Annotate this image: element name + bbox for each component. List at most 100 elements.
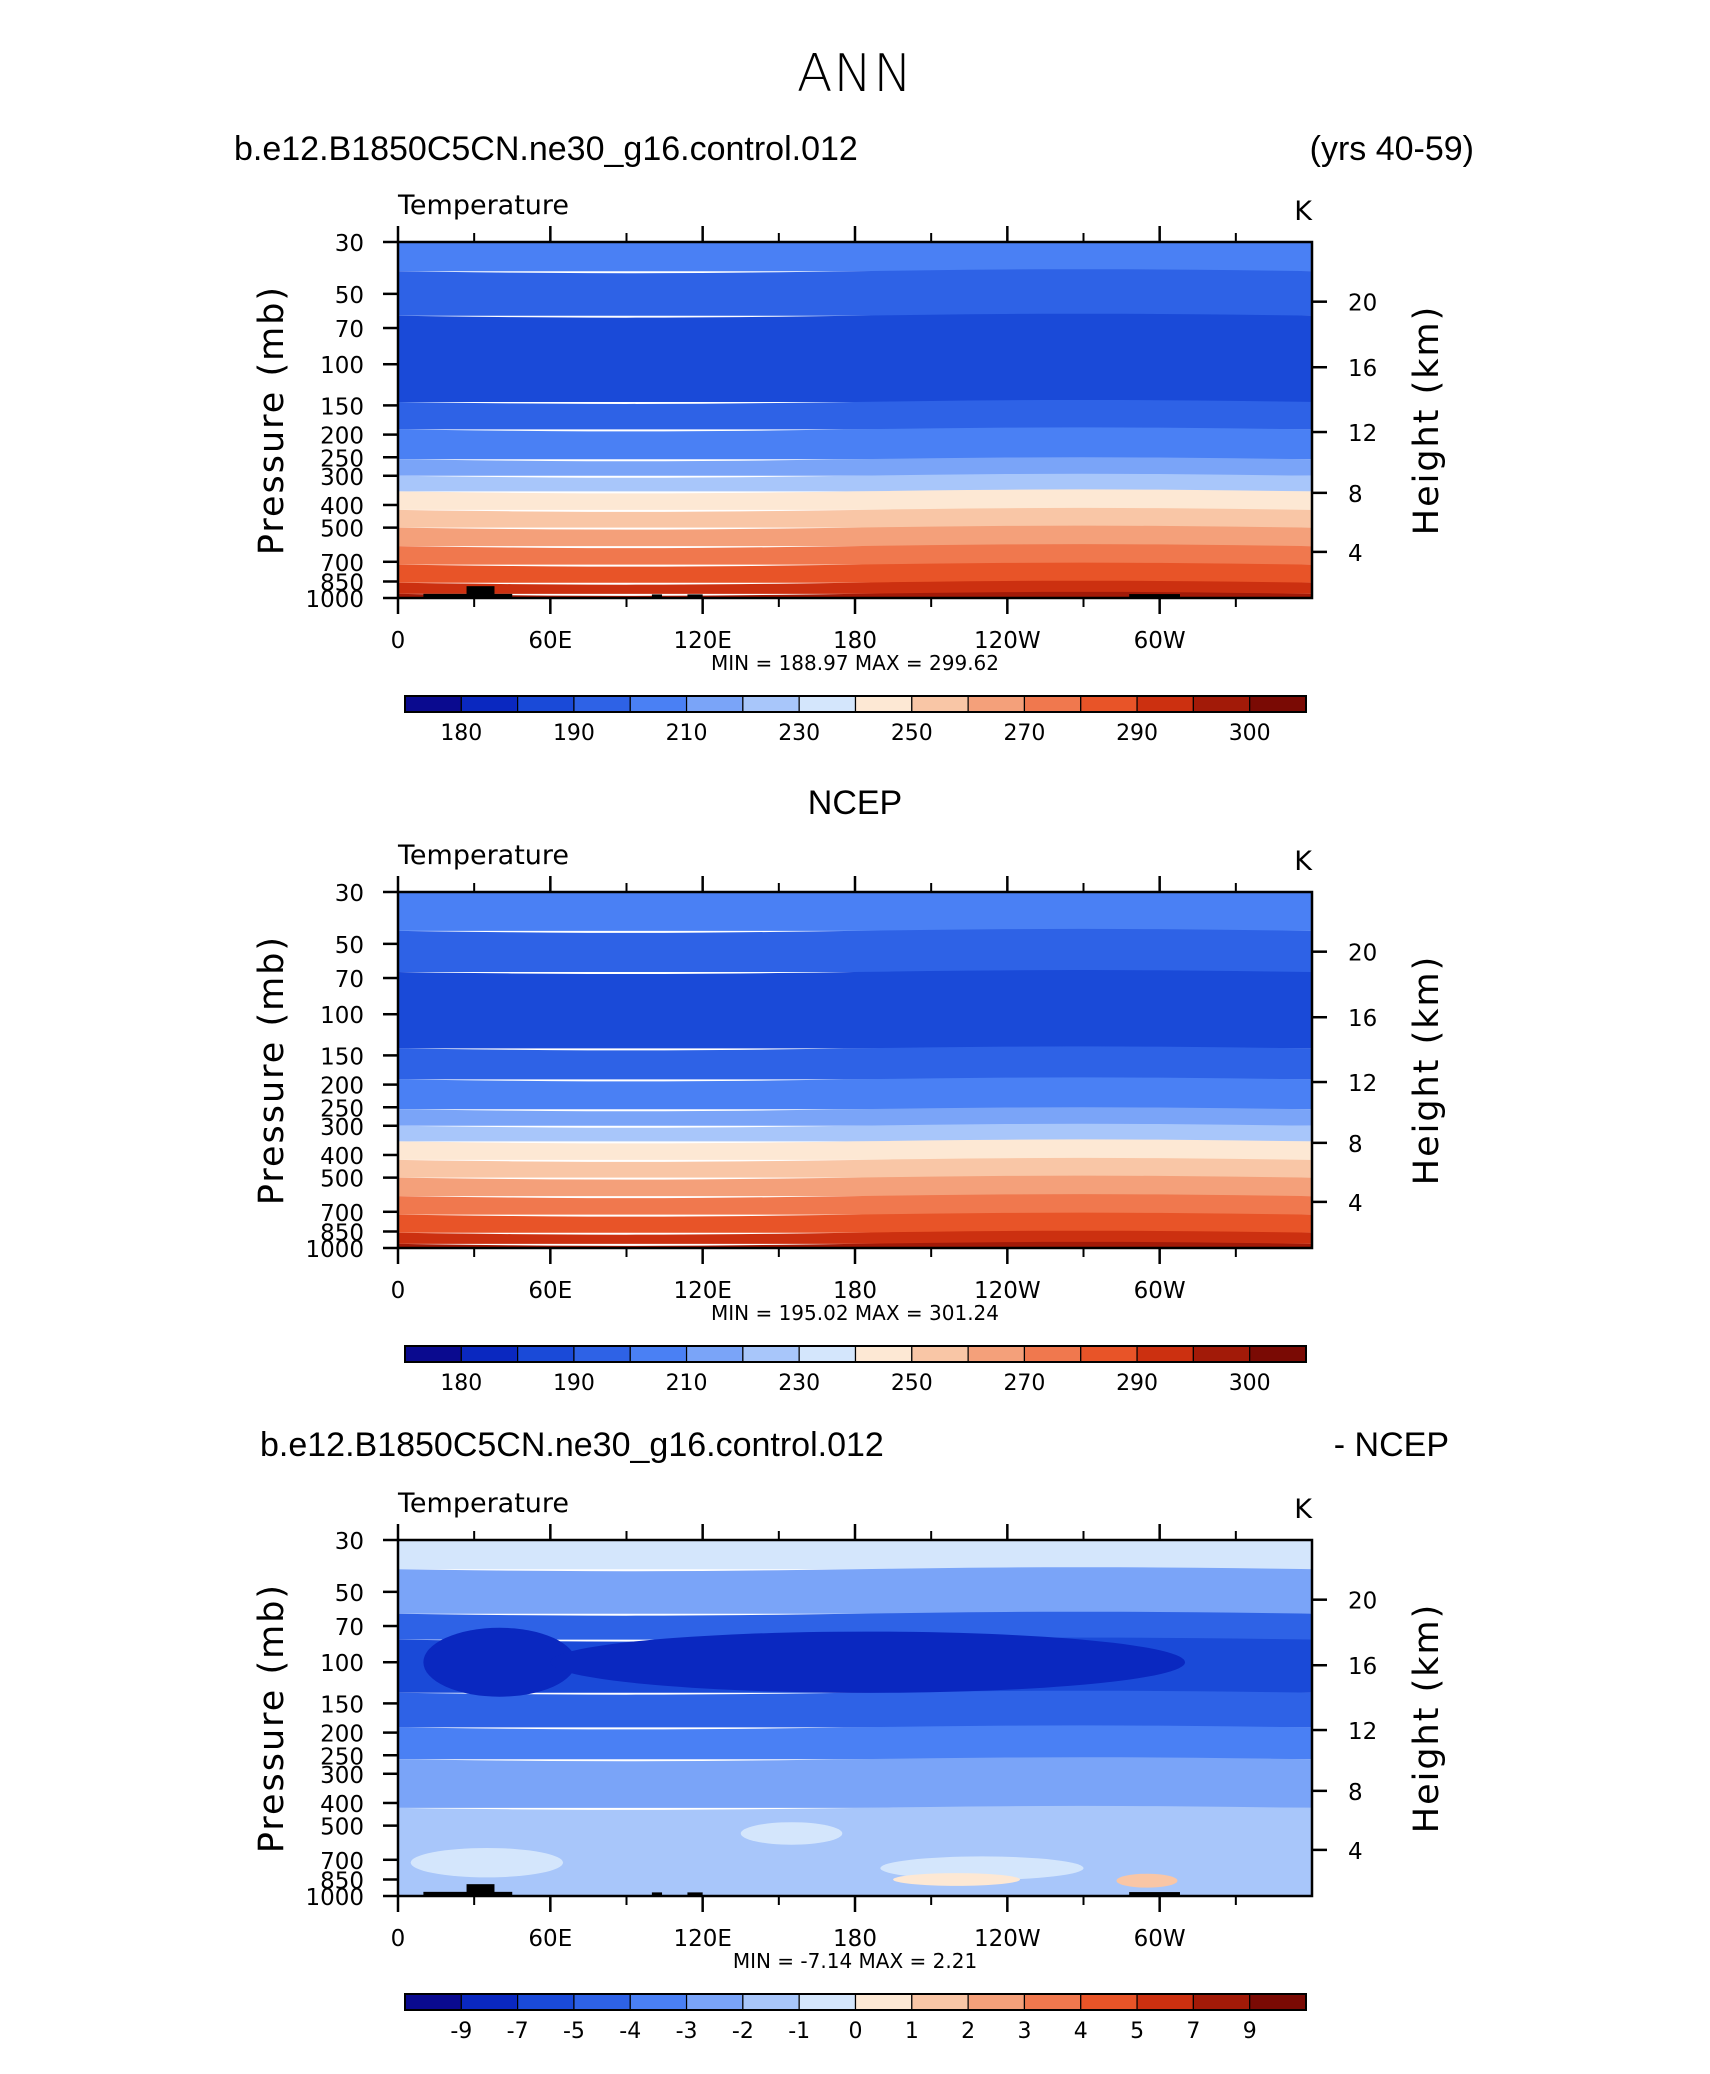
contour-band [398,1212,1312,1233]
contour-band [398,1241,1312,1248]
contour-band [398,1139,1312,1160]
colorbar-swatch [798,695,857,713]
y-tick-label: 70 [335,967,364,993]
colorbar-swatch [911,695,969,713]
contour-band [398,427,1312,460]
figure-title: ANN [796,44,914,104]
colorbar-swatch [685,1345,744,1363]
colorbar-swatch [1192,1345,1251,1363]
y-tick-label: 1000 [305,587,364,613]
y2-tick-label: 4 [1348,541,1363,567]
colorbar-swatch [967,695,1026,713]
contour-band [398,473,1312,492]
colorbar-label: 1 [905,2019,919,2044]
contour-band [398,242,1312,272]
colorbar-swatch [404,1993,462,2011]
y2-tick-label: 20 [1348,291,1377,317]
contour-patch [893,1873,1021,1886]
y-tick-label: 250 [320,1096,364,1122]
x-tick-label: 60E [528,1278,572,1304]
y-tick-label: 100 [320,1651,364,1677]
colorbar: 180 190 210 230 250 270 290 300 [404,1345,1307,1396]
contour-band [398,544,1312,565]
contour-band [398,1690,1312,1728]
units-label: K [1294,846,1313,877]
y-tick-label: 850 [320,571,364,597]
y-tick-label: 50 [335,1581,364,1607]
variable-label: Temperature [397,190,569,221]
colorbar-frame [404,1345,1307,1363]
y-tick-label: 100 [320,1003,364,1029]
contour-patch [410,1847,564,1878]
y-axis-title: Pressure (mb) [252,935,292,1205]
y-axis-title: Pressure (mb) [252,1583,292,1853]
y-tick-label: 30 [335,1529,364,1555]
colorbar-swatch [1249,695,1307,713]
colorbar-swatch [854,695,913,713]
colorbar-label: 270 [1003,721,1045,746]
colorbar-swatch [1136,695,1194,713]
panel3-diff-title: - NCEP [1333,1426,1449,1464]
colorbar-swatch [629,1993,688,2011]
colorbar-swatch [404,695,462,713]
min-max-stats: MIN = 188.97 MAX = 299.62 [711,651,999,675]
colorbar: 180 190 210 230 250 270 290 300 [404,695,1307,746]
x-tick-label: 60E [528,628,572,654]
colorbar-label: 9 [1243,2019,1257,2044]
y-tick-label: 30 [335,231,364,257]
colorbar-swatch [1080,1993,1138,2011]
contour-patch [1116,1873,1178,1888]
contour-band [398,1123,1312,1142]
colorbar-label: -3 [676,2019,698,2044]
y-tick-label: 400 [320,1144,364,1170]
variable-label: Temperature [397,840,569,871]
y-tick-label: 700 [320,1201,364,1227]
colorbar-label: 290 [1116,1371,1158,1396]
colorbar-label: 230 [778,1371,820,1396]
colorbar-swatch [1080,1345,1138,1363]
colorbar-label: 290 [1116,721,1158,746]
colorbar-swatch [573,1993,631,2011]
x-tick-label: 60W [1134,628,1186,654]
colorbar-label: 250 [891,721,933,746]
colorbar-swatch [798,1345,857,1363]
colorbar-label: -7 [507,2019,529,2044]
colorbar-swatch [1023,1993,1082,2011]
y-tick-label: 70 [335,1615,364,1641]
topography-mask [651,1892,663,1896]
colorbar-swatch [1136,1993,1194,2011]
colorbar-swatch [460,695,519,713]
colorbar-label: 0 [849,2019,863,2044]
colorbar-frame [404,1993,1307,2011]
colorbar-label: 300 [1229,721,1271,746]
contour-band [398,1107,1312,1126]
colorbar-swatch [742,1345,800,1363]
contour-band [398,1567,1312,1614]
colorbar-label: 300 [1229,1371,1271,1396]
min-max-stats: MIN = 195.02 MAX = 301.24 [711,1301,999,1325]
contour-band [398,1157,1312,1178]
colorbar-swatch [798,1993,857,2011]
panel2-title: NCEP [807,784,903,822]
colorbar-swatch [573,695,631,713]
contour-field [398,242,1312,598]
colorbar-label: 230 [778,721,820,746]
colorbar-label: 7 [1186,2019,1200,2044]
y2-tick-label: 4 [1348,1191,1363,1217]
colorbar-swatch [1249,1345,1307,1363]
y-tick-label: 250 [320,1744,364,1770]
contour-patch [740,1822,843,1845]
contour-band [398,313,1312,402]
panel-ncep: 0 60E 120E 180 120W 60W3050701001502002503004… [252,840,1447,1396]
y-tick-label: 1000 [305,1237,364,1263]
contour-band [398,1725,1312,1760]
panel-model: 0 60E 120E 180 120W 60W3050701001502002503004… [252,190,1447,746]
contour-band [398,1611,1312,1640]
colorbar-swatch [1023,1345,1082,1363]
panel1-case-title: b.e12.B1850C5CN.ne30_g16.control.012 [234,130,858,168]
topography-mask [651,594,663,598]
y2-axis-title: Height (km) [1407,955,1447,1186]
colorbar-frame [404,695,1307,713]
x-tick-label: 60E [528,1926,572,1952]
colorbar-swatch [1080,695,1138,713]
